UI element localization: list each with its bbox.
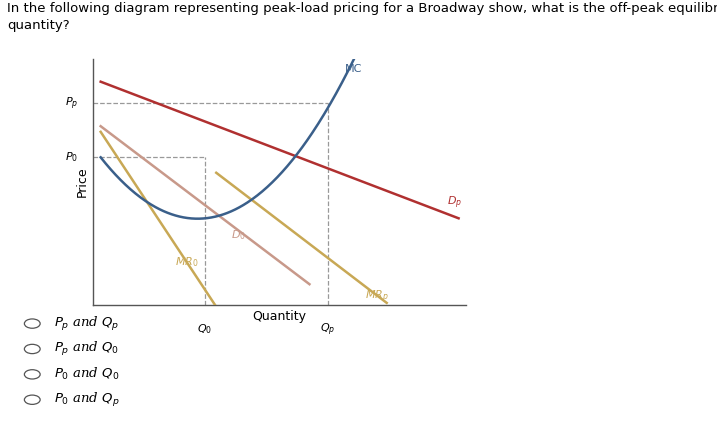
Text: $P_p$ and $Q_p$: $P_p$ and $Q_p$ xyxy=(54,315,119,332)
Text: $D_0$: $D_0$ xyxy=(231,228,246,242)
Text: $D_p$: $D_p$ xyxy=(447,194,462,211)
Text: $MR_0$: $MR_0$ xyxy=(175,255,199,269)
Y-axis label: Price: Price xyxy=(76,167,89,197)
Text: $Q_0$: $Q_0$ xyxy=(197,322,213,335)
Text: MC: MC xyxy=(345,64,362,74)
Text: quantity?: quantity? xyxy=(7,19,70,32)
Text: $P_0$ and $Q_p$: $P_0$ and $Q_p$ xyxy=(54,391,119,409)
Text: In the following diagram representing peak-load pricing for a Broadway show, wha: In the following diagram representing pe… xyxy=(7,2,717,15)
Text: $P_p$ and $Q_0$: $P_p$ and $Q_0$ xyxy=(54,340,119,358)
Text: $P_p$: $P_p$ xyxy=(65,95,78,112)
Text: $MR_p$: $MR_p$ xyxy=(366,288,389,305)
Text: $P_0$: $P_0$ xyxy=(65,151,78,164)
X-axis label: Quantity: Quantity xyxy=(252,310,307,323)
Text: $P_0$ and $Q_0$: $P_0$ and $Q_0$ xyxy=(54,366,119,382)
Text: $Q_p$: $Q_p$ xyxy=(320,322,336,338)
